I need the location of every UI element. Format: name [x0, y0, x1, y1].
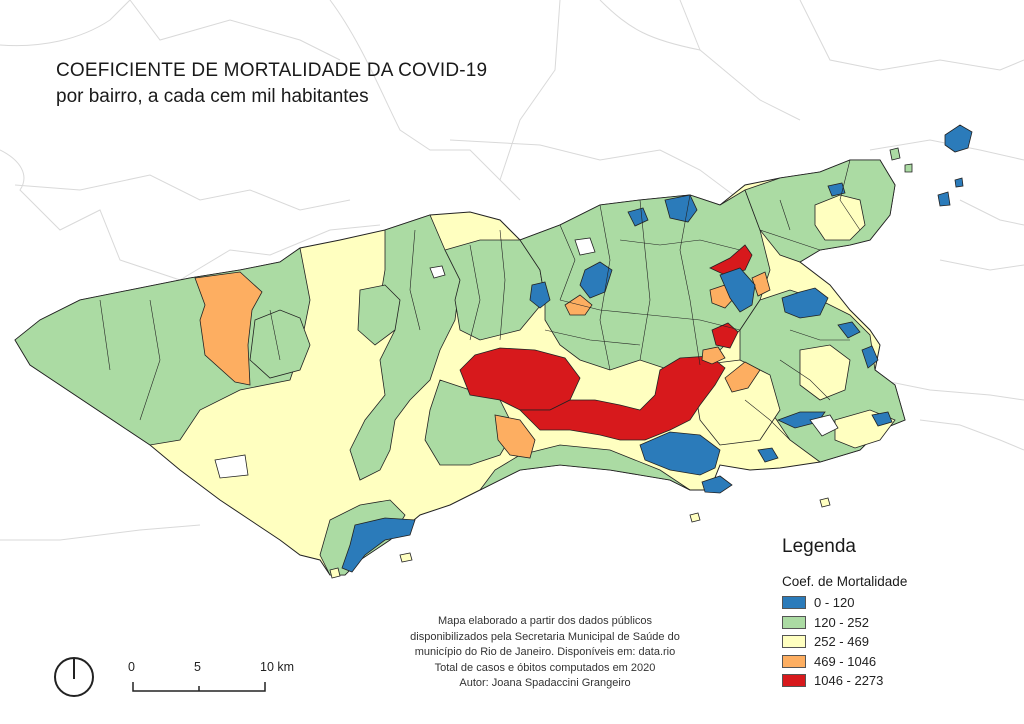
district-red — [711, 322, 739, 349]
district-blue — [781, 287, 829, 319]
credits: Mapa elaborado a partir dos dados públic… — [370, 614, 720, 692]
legend-label: 1046 - 2273 — [814, 673, 884, 689]
legend-swatch — [782, 635, 806, 649]
district-yellow — [799, 344, 851, 401]
district-green — [444, 239, 546, 341]
credits-line: disponibilizados pela Secretaria Municip… — [410, 630, 680, 643]
district-blue — [639, 431, 721, 476]
north-arrow-icon — [54, 657, 94, 697]
legend-item: 469 - 1046 — [782, 652, 982, 672]
background-boundaries — [0, 0, 1024, 541]
district-red — [459, 347, 581, 411]
scale-line — [132, 682, 266, 692]
legend-item: 1046 - 2273 — [782, 671, 982, 691]
legend-label: 252 - 469 — [814, 634, 869, 650]
district-orange — [751, 271, 771, 297]
district-blue — [627, 207, 649, 227]
legend-item: 0 - 120 — [782, 593, 982, 613]
district-blue — [837, 321, 861, 339]
scale-bar: 0 5 10 km — [124, 660, 304, 696]
district-green — [357, 284, 401, 346]
district-blue — [757, 447, 779, 463]
islands — [329, 124, 973, 579]
district-blue — [701, 475, 733, 494]
legend-swatch — [782, 615, 806, 629]
legend: Legenda Coef. de Mortalidade 0 - 120 120… — [782, 536, 982, 691]
scale-label-5: 5 — [194, 660, 201, 674]
legend-item: 120 - 252 — [782, 613, 982, 633]
legend-swatch — [782, 596, 806, 610]
legend-label: 469 - 1046 — [814, 653, 877, 669]
credits-line: Mapa elaborado a partir dos dados públic… — [437, 615, 653, 627]
district-blue — [871, 411, 893, 427]
district-blue — [529, 281, 551, 309]
district-orange — [194, 271, 263, 386]
map-subtitle: por bairro, a cada cem mil habitantes — [56, 86, 369, 107]
map-title: COEFICIENTE DE MORTALIDADE DA COVID-19 — [56, 60, 488, 81]
scale-label-10: 10 km — [260, 660, 295, 674]
legend-label: 120 - 252 — [814, 614, 869, 630]
scale-label-0: 0 — [128, 660, 135, 674]
district-blue — [827, 182, 846, 197]
credits-line: Total de casos e óbitos computados em 20… — [434, 661, 656, 674]
lagoons — [214, 237, 839, 479]
district-blue — [579, 261, 613, 299]
district-blue — [861, 345, 879, 369]
district-orange — [701, 346, 726, 365]
district-red — [519, 355, 726, 441]
legend-label: 0 - 120 — [814, 595, 855, 611]
legend-subtitle: Coef. de Mortalidade — [782, 574, 908, 589]
legend-item: 252 - 469 — [782, 632, 982, 652]
district-yellow — [814, 194, 866, 241]
credits-line: município do Rio de Janeiro. Disponíveis… — [414, 646, 676, 658]
district-green — [249, 309, 311, 379]
legend-title: Legenda — [782, 536, 856, 557]
legend-swatch — [782, 654, 806, 668]
district-blue — [341, 517, 416, 573]
district-orange — [724, 361, 761, 393]
district-orange — [494, 414, 536, 459]
district-blue — [719, 267, 756, 313]
district-orange — [564, 294, 593, 316]
legend-swatch — [782, 674, 806, 688]
neighbourhood-borders — [99, 159, 861, 441]
credits-line: Autor: Joana Spadaccini Grangeiro — [459, 677, 631, 689]
